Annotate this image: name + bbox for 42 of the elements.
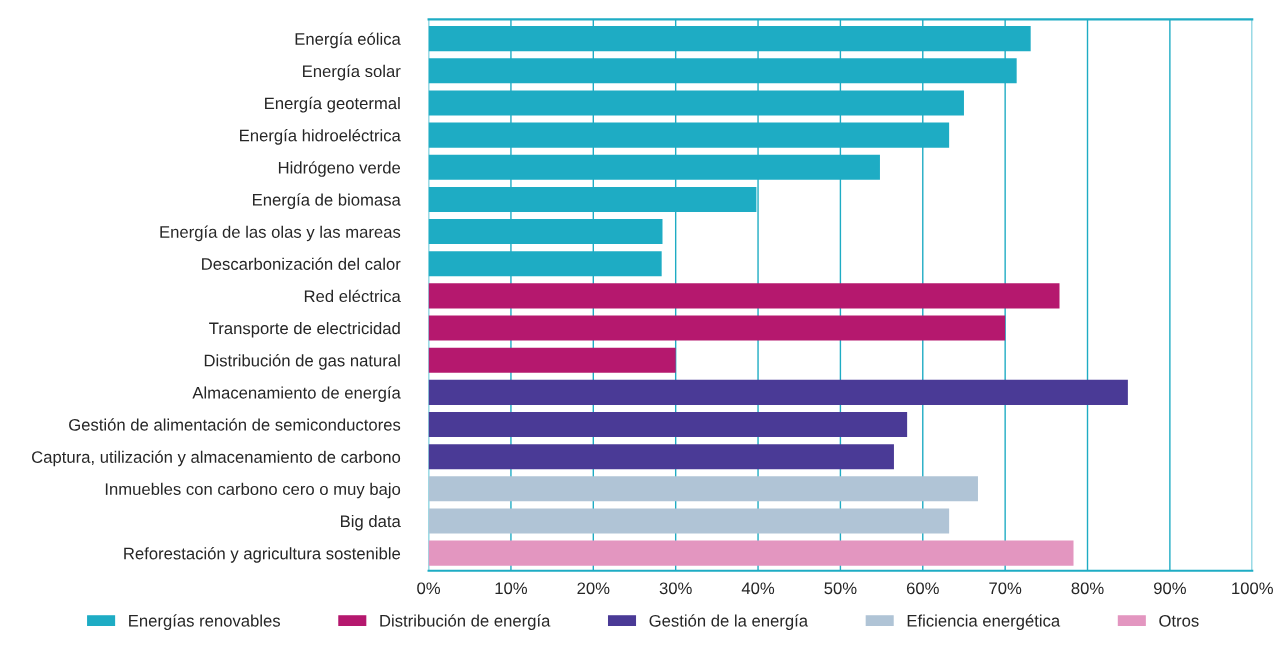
- x-tick-label: 40%: [741, 582, 775, 595]
- y-tick-label: Captura, utilización y almacenamiento de carbono: [32, 450, 401, 467]
- bar: [428, 444, 894, 470]
- y-tick-label: Reforestación y agricultura sostenible: [124, 547, 401, 563]
- x-tick-label: 90%: [1153, 582, 1186, 595]
- bar: [428, 540, 1074, 566]
- y-tick-label: Distribución de gas natural: [204, 354, 400, 370]
- y-tick-label: Hidrógeno verde: [278, 161, 401, 177]
- legend-label: Otros: [1159, 614, 1199, 627]
- y-tick-label: Gestión de alimentación de semiconductores: [69, 418, 401, 431]
- y-tick-label: Descarbonización del calor: [202, 257, 401, 270]
- x-tick-label: 70%: [989, 582, 1022, 595]
- legend-label: Distribución de energía: [380, 614, 551, 630]
- y-tick-label: Energía de biomasa: [253, 193, 401, 210]
- bar: [428, 476, 978, 502]
- y-tick-label: Energía de las olas y las mareas: [160, 225, 401, 242]
- bar: [428, 347, 676, 373]
- legend-label: Energías renovables: [129, 614, 281, 630]
- y-tick-label: Energía hidroeléctrica: [240, 128, 401, 145]
- x-tick-label: 80%: [1071, 582, 1104, 595]
- y-tick-label: Big data: [341, 514, 401, 531]
- bar: [428, 508, 950, 534]
- y-tick-label: Energía solar: [303, 64, 401, 81]
- y-tick-label: Inmuebles con carbono cero o muy bajo: [105, 482, 401, 499]
- bar: [428, 379, 1128, 405]
- y-tick-label: Energía geotermal: [265, 96, 400, 113]
- y-tick-label: Red eléctrica: [304, 289, 401, 303]
- x-tick-label: 20%: [577, 582, 610, 595]
- bar: [428, 315, 1006, 341]
- x-tick-label: 50%: [824, 582, 857, 595]
- y-tick-label: Transporte de electricidad: [209, 322, 400, 338]
- y-tick-label: Energía eólica: [295, 32, 401, 49]
- legend-label: Eficiencia energética: [907, 614, 1061, 630]
- x-tick-label: 10%: [495, 582, 528, 595]
- bar: [428, 411, 908, 438]
- y-tick-label: Almacenamiento de energía: [192, 386, 401, 402]
- legend-label: Gestión de la energía: [649, 614, 809, 630]
- x-tick-label: 60%: [906, 582, 939, 595]
- bar: [428, 283, 1060, 309]
- x-tick-label: 30%: [659, 582, 692, 595]
- x-tick-label: 100%: [1232, 582, 1273, 595]
- x-tick-label: 0%: [417, 582, 441, 595]
